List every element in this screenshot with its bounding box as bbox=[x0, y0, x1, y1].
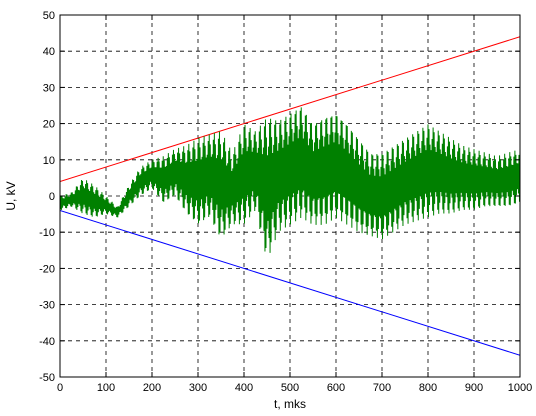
series-1-line bbox=[60, 210, 520, 356]
series-0-line bbox=[60, 36, 520, 182]
y-tick-label: -50 bbox=[39, 372, 55, 384]
y-axis-label: U, kV bbox=[4, 181, 18, 210]
x-tick-label: 700 bbox=[373, 382, 391, 394]
y-tick-label: -30 bbox=[39, 300, 55, 312]
y-tick-label: -10 bbox=[39, 227, 55, 239]
y-tick-label: -40 bbox=[39, 336, 55, 348]
x-tick-label: 400 bbox=[235, 382, 253, 394]
y-tick-label: 10 bbox=[43, 155, 55, 167]
x-tick-labels: 0 100 200 300 400 500 600 700 800 900 1000 bbox=[57, 382, 532, 394]
x-tick-label: 800 bbox=[419, 382, 437, 394]
x-tick-label: 500 bbox=[281, 382, 299, 394]
x-tick-label: 300 bbox=[189, 382, 207, 394]
x-tick-label: 100 bbox=[97, 382, 115, 394]
series-2-waveform bbox=[60, 107, 520, 253]
x-tick-label: 1000 bbox=[508, 382, 532, 394]
y-tick-label: 20 bbox=[43, 119, 55, 131]
y-tick-label: 0 bbox=[49, 191, 55, 203]
series-group bbox=[60, 36, 520, 356]
y-tick-label: -20 bbox=[39, 263, 55, 275]
y-tick-label: 50 bbox=[43, 10, 55, 22]
tick-marks bbox=[59, 14, 521, 378]
x-tick-label: 200 bbox=[143, 382, 161, 394]
x-tick-label: 900 bbox=[465, 382, 483, 394]
x-axis-label: t, mks bbox=[274, 397, 306, 411]
y-tick-labels: -50 -40 -30 -20 -10 0 10 20 30 40 50 bbox=[39, 10, 55, 384]
y-tick-label: 40 bbox=[43, 46, 55, 58]
y-tick-label: 30 bbox=[43, 82, 55, 94]
x-tick-label: 0 bbox=[57, 382, 63, 394]
x-tick-label: 600 bbox=[327, 382, 345, 394]
